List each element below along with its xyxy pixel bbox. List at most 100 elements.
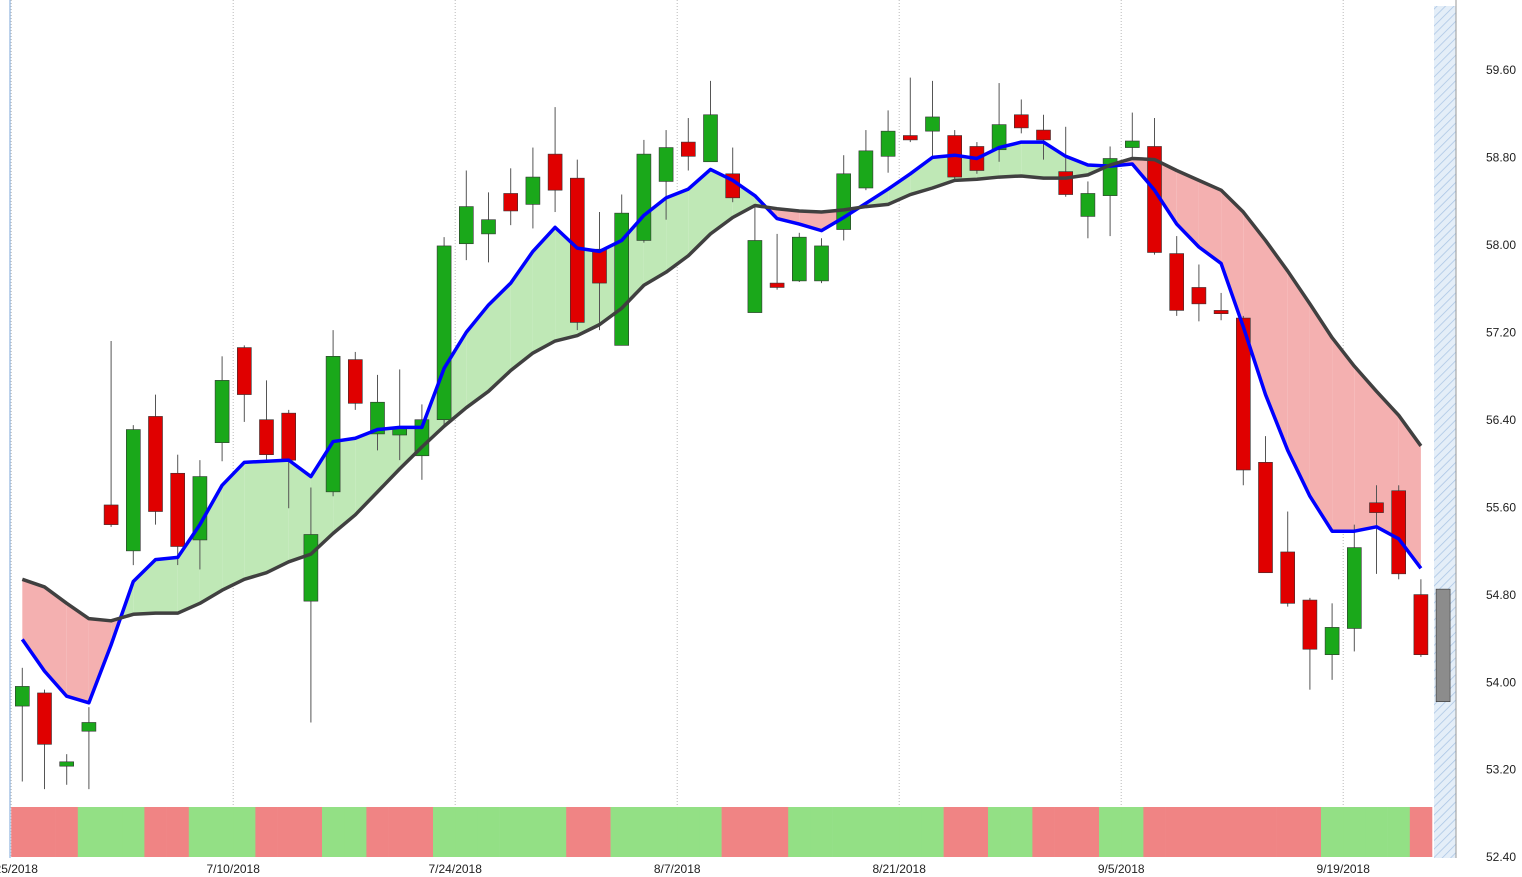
- candle-body: [347, 359, 363, 404]
- strip-cell: [77, 807, 101, 857]
- candle-body: [281, 412, 297, 461]
- ma-fill: [133, 559, 156, 615]
- indicator-strip: [11, 807, 1433, 857]
- strip-cell: [943, 807, 967, 857]
- ma-fill: [532, 227, 556, 354]
- candle-body: [1125, 140, 1140, 148]
- strip-cell: [566, 807, 589, 857]
- candle-body: [370, 401, 385, 435]
- strip-cell: [766, 807, 789, 857]
- candle-body: [148, 416, 163, 512]
- candle-body: [503, 193, 519, 212]
- future-zone: [1434, 6, 1456, 858]
- candle-body: [880, 130, 896, 157]
- strip-cell: [1276, 807, 1300, 857]
- candle-body: [103, 504, 119, 525]
- y-tick-label: 58.80: [1486, 151, 1516, 165]
- strip-cell: [521, 807, 545, 857]
- candle-body: [237, 347, 252, 395]
- ma-fill: [1243, 212, 1266, 395]
- strip-cell: [1387, 807, 1411, 857]
- candle-body: [791, 236, 807, 282]
- candle-body: [680, 141, 696, 157]
- ma-fill: [999, 142, 1022, 178]
- strip-cell: [277, 807, 301, 857]
- candle-body: [1191, 287, 1207, 305]
- ma-fill: [177, 524, 200, 614]
- y-tick-label: 58.00: [1486, 238, 1516, 252]
- strip-cell: [1365, 807, 1388, 857]
- strip-cell: [1076, 807, 1100, 857]
- x-tick-label: 7/24/2018: [429, 862, 483, 876]
- strip-cell: [433, 807, 456, 857]
- candle-body: [192, 476, 208, 541]
- candle-body: [925, 116, 940, 132]
- moving-averages: [20, 140, 1423, 705]
- ma-fill: [1021, 142, 1044, 179]
- candle-body: [1324, 627, 1340, 656]
- ma-fill: [244, 461, 267, 580]
- candle-body: [547, 153, 563, 191]
- ma-fill: [976, 147, 1000, 180]
- y-tick-label: 55.60: [1486, 500, 1516, 514]
- ma-fill: [266, 460, 289, 573]
- strip-cell: [55, 807, 79, 857]
- fills: [22, 142, 1421, 703]
- y-tick-label: 56.40: [1486, 413, 1516, 427]
- y-tick-label: 52.40: [1486, 850, 1516, 864]
- ma-fill: [488, 283, 511, 392]
- candle-body: [259, 419, 274, 455]
- y-tick-label: 54.00: [1486, 675, 1516, 689]
- ma-fill: [1198, 180, 1222, 264]
- strip-cell: [33, 807, 56, 857]
- candle-body: [1391, 490, 1406, 575]
- labels: 52.40 53.20 54.00 54.80 55.60 56.40 57.20 58.00…: [0, 63, 1516, 876]
- strip-cell: [610, 807, 634, 857]
- ma-fill: [688, 169, 711, 256]
- ma-fill: [1354, 366, 1377, 532]
- candle-body: [1236, 317, 1251, 471]
- candle-body: [747, 240, 763, 313]
- ma-fill: [1265, 240, 1288, 451]
- candle-body: [170, 472, 185, 547]
- ma-fill: [44, 586, 67, 697]
- strip-cell: [499, 807, 523, 857]
- strip-cell: [743, 807, 767, 857]
- strip-cell: [588, 807, 611, 857]
- candle-body: [1435, 588, 1451, 703]
- candle-body: [991, 124, 1007, 151]
- candle-body: [1058, 171, 1073, 195]
- ma-fill: [1309, 303, 1333, 532]
- ma-fill: [199, 485, 223, 604]
- ma-fill: [155, 557, 178, 614]
- strip-cell: [1054, 807, 1078, 857]
- candle-body: [902, 135, 918, 141]
- ma-fill: [1221, 190, 1244, 327]
- strip-cell: [1010, 807, 1033, 857]
- ma-fill: [510, 251, 533, 371]
- ma-fill: [466, 304, 489, 408]
- candle-body: [1369, 502, 1384, 513]
- candle-body: [303, 534, 319, 602]
- candle-body: [658, 147, 674, 182]
- strip-cell: [1409, 807, 1433, 857]
- candle-body: [592, 248, 607, 284]
- candle-body: [1013, 114, 1029, 129]
- strip-cell: [344, 807, 367, 857]
- y-tick-label: 59.60: [1486, 63, 1516, 77]
- grid: [10, 0, 1344, 858]
- strip-cell: [788, 807, 811, 857]
- strip-cell: [1321, 807, 1344, 857]
- strip-cell: [455, 807, 478, 857]
- candles: [15, 77, 1451, 790]
- candle-body: [1169, 253, 1184, 311]
- candle-body: [59, 761, 75, 767]
- candle-body: [458, 206, 474, 245]
- strip-cell: [921, 807, 944, 857]
- strip-cell: [655, 807, 678, 857]
- y-tick-label: 57.20: [1486, 326, 1516, 340]
- ma-fill: [666, 189, 689, 273]
- candle-body: [1213, 310, 1229, 314]
- ma-fill: [66, 603, 89, 703]
- strip-cell: [166, 807, 190, 857]
